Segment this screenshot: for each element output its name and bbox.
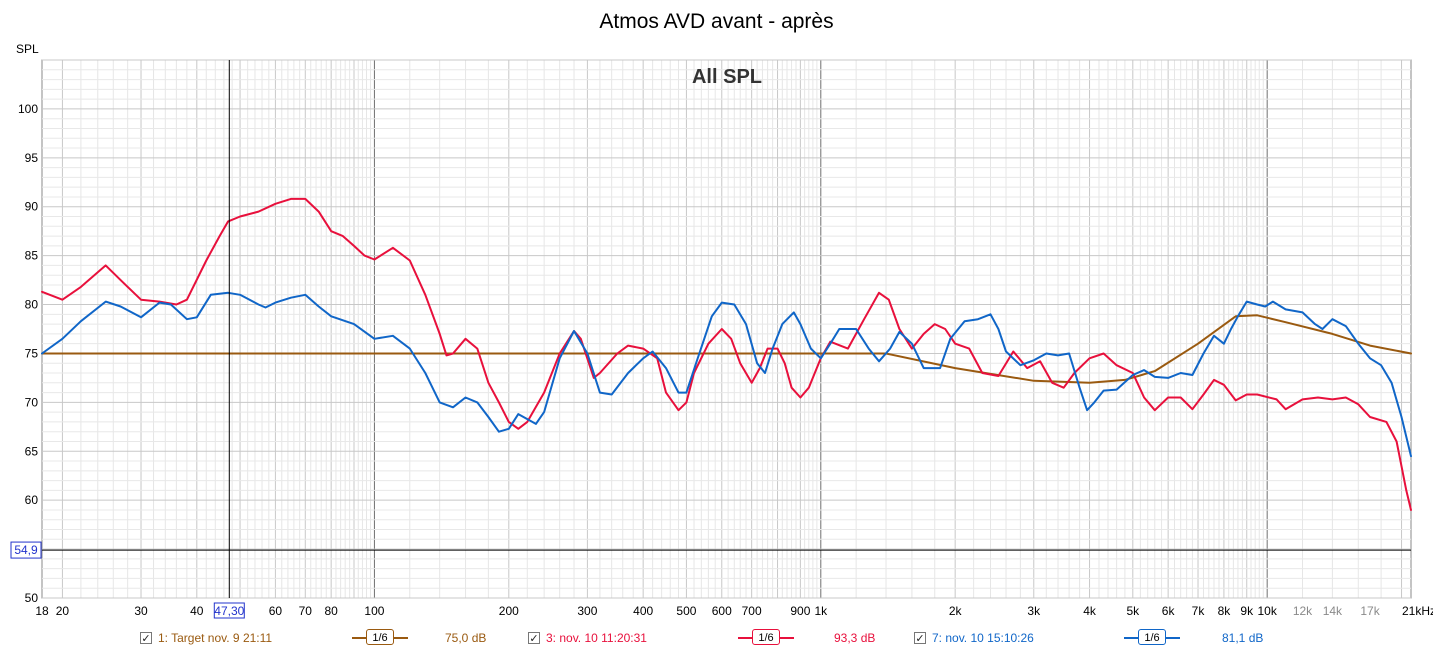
legend-label: 1: Target nov. 9 21:11: [158, 631, 273, 645]
legend-level-value: 75,0 dB: [445, 631, 487, 645]
y-tick-label: 80: [25, 298, 39, 312]
legend-level-value: 93,3 dB: [834, 631, 876, 645]
x-tick-label: 7k: [1192, 604, 1206, 618]
x-tick-label: 200: [499, 604, 519, 618]
y-tick-label: 90: [25, 200, 39, 214]
legend-checkbox[interactable]: ✓: [140, 632, 152, 645]
grid: [42, 59, 1411, 599]
legend-item-2[interactable]: ✓ 3: nov. 10 11:20:31: [528, 631, 647, 645]
y-tick-label: 85: [25, 249, 39, 263]
legend-level-value: 81,1 dB: [1222, 631, 1264, 645]
y-tick-labels: 50556065707580859095100: [18, 102, 38, 605]
y-axis-label: SPL: [16, 42, 39, 56]
x-tick-label: 2k: [949, 604, 963, 618]
y-tick-label: 100: [18, 102, 38, 116]
legend-checkbox[interactable]: ✓: [528, 632, 540, 645]
spl-chart[interactable]: 18 20 30 40 60 70 80 100 200 300 400 500 600 700 900 1k…: [0, 0, 1433, 625]
plot-frame: [41, 59, 1412, 599]
x-tick-label: 10k: [1257, 604, 1277, 618]
x-tick-label: 900: [790, 604, 810, 618]
cursor-y-readout: 54,9: [14, 543, 38, 557]
y-tick-label: 95: [25, 151, 39, 165]
x-tick-label: 100: [364, 604, 384, 618]
legend-label: 7: nov. 10 15:10:26: [932, 631, 1034, 645]
y-tick-label: 60: [25, 493, 39, 507]
chart-title: Atmos AVD avant - après: [599, 10, 834, 33]
series-line-3: [41, 291, 1412, 458]
x-tick-label: 600: [712, 604, 732, 618]
x-tick-label: 21kHz: [1402, 604, 1433, 618]
cursor-x-readout: 47,30: [214, 604, 244, 618]
x-tick-label: 17k: [1360, 604, 1380, 618]
x-tick-label: 30: [134, 604, 148, 618]
x-tick-label: 300: [577, 604, 597, 618]
cursor-y-readout-box: [10, 541, 42, 559]
x-tick-label: 80: [324, 604, 338, 618]
legend-item-1[interactable]: ✓ 1: Target nov. 9 21:11: [140, 631, 272, 645]
x-tick-label: 1k: [814, 604, 828, 618]
x-tick-label: 500: [676, 604, 696, 618]
legend: ✓ 1: Target nov. 9 21:11 1/6 75,0 dB ✓ 3: nov…: [0, 627, 1433, 655]
x-tick-label: 3k: [1027, 604, 1041, 618]
x-tick-label: 14k: [1323, 604, 1343, 618]
chart-subtitle: All SPL: [692, 66, 762, 88]
smoothing-value[interactable]: 1/6: [752, 629, 780, 645]
legend-label: 3: nov. 10 11:20:31: [546, 631, 647, 645]
series-lines: [41, 197, 1412, 511]
x-tick-label: 20: [56, 604, 70, 618]
smoothing-control[interactable]: 1/6: [738, 629, 794, 645]
cursor[interactable]: 47,30 54,9: [10, 60, 1411, 619]
y-tick-label: 75: [25, 346, 39, 360]
x-tick-label: 18: [35, 604, 49, 618]
x-tick-label: 40: [190, 604, 204, 618]
x-tick-label: 8k: [1218, 604, 1232, 618]
legend-checkbox[interactable]: ✓: [914, 632, 926, 645]
y-tick-label: 70: [25, 395, 39, 409]
x-tick-label: 70: [299, 604, 313, 618]
smoothing-value[interactable]: 1/6: [1138, 629, 1166, 645]
cursor-x-readout-box: [213, 602, 245, 619]
x-tick-label: 700: [742, 604, 762, 618]
smoothing-control[interactable]: 1/6: [352, 629, 408, 645]
smoothing-control[interactable]: 1/6: [1124, 629, 1180, 645]
y-tick-label: 65: [25, 444, 39, 458]
x-tick-label: 5k: [1126, 604, 1140, 618]
x-tick-label: 400: [633, 604, 653, 618]
x-tick-label: 60: [269, 604, 283, 618]
legend-item-3[interactable]: ✓ 7: nov. 10 15:10:26: [914, 631, 1034, 645]
x-tick-label: 6k: [1162, 604, 1176, 618]
series-line-1: [41, 314, 1412, 384]
x-tick-label: 9k: [1240, 604, 1254, 618]
x-tick-label: 12k: [1293, 604, 1313, 618]
y-tick-label: 50: [25, 591, 39, 605]
smoothing-value[interactable]: 1/6: [366, 629, 394, 645]
series-line-2: [41, 197, 1412, 511]
x-tick-label: 4k: [1083, 604, 1097, 618]
x-tick-labels: 18 20 30 40 60 70 80 100 200 300 400 500 600 700 900 1k…: [35, 604, 1433, 618]
